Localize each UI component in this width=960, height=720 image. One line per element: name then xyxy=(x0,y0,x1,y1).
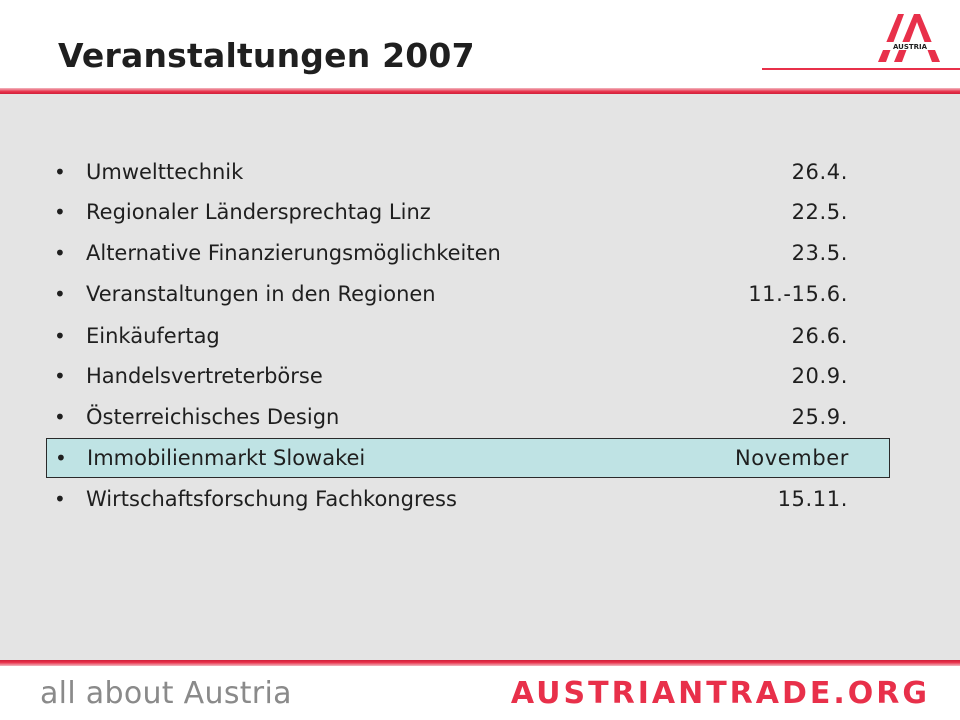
event-name: Handelsvertreterbörse xyxy=(86,364,323,388)
bullet: • xyxy=(55,446,67,470)
event-date: 11.-15.6. xyxy=(748,282,848,306)
event-name: Umwelttechnik xyxy=(86,160,244,184)
event-date: 25.9. xyxy=(791,405,848,429)
list-item: • Veranstaltungen in den Regionen 11.-15.6… xyxy=(46,275,888,313)
bullet: • xyxy=(54,324,66,348)
event-name: Immobilienmarkt Slowakei xyxy=(87,446,366,470)
footer-website: AUSTRIANTRADE.ORG xyxy=(510,676,930,711)
list-item: • Wirtschaftsforschung Fachkongress 15.11. xyxy=(46,480,888,518)
logo-text: AUSTRIA xyxy=(893,43,928,51)
top-accent-bar xyxy=(0,88,960,94)
slide-title: Veranstaltungen 2007 xyxy=(58,36,475,75)
content-panel xyxy=(0,94,960,660)
event-date: 26.4. xyxy=(791,160,848,184)
event-name: Veranstaltungen in den Regionen xyxy=(86,282,436,306)
event-date: November xyxy=(734,446,849,470)
bullet: • xyxy=(54,364,66,388)
austria-logo-icon: AUSTRIA xyxy=(878,14,940,62)
event-date: 26.6. xyxy=(791,324,848,348)
event-date: 23.5. xyxy=(791,241,848,265)
bullet: • xyxy=(54,282,66,306)
list-item: • Einkäufertag 26.6. xyxy=(46,317,888,355)
list-item: • Alternative Finanzierungsmöglichkeiten 2… xyxy=(46,234,888,272)
list-item: • Umwelttechnik 26.4. xyxy=(46,153,888,191)
list-item: • Immobilienmarkt Slowakei November xyxy=(46,438,890,478)
list-item: • Österreichisches Design 25.9. xyxy=(46,398,888,436)
event-name: Einkäufertag xyxy=(86,324,220,348)
event-name: Regionaler Ländersprechtag Linz xyxy=(86,200,431,224)
bullet: • xyxy=(54,160,66,184)
bottom-accent-bar xyxy=(0,660,960,666)
event-date: 15.11. xyxy=(777,487,848,511)
bullet: • xyxy=(54,487,66,511)
footer-slogan: all about Austria xyxy=(40,676,292,711)
bullet: • xyxy=(54,200,66,224)
event-date: 20.9. xyxy=(791,364,848,388)
list-item: • Handelsvertreterbörse 20.9. xyxy=(46,357,888,395)
bullet: • xyxy=(54,405,66,429)
event-name: Österreichisches Design xyxy=(86,405,340,429)
bullet: • xyxy=(54,241,66,265)
event-date: 22.5. xyxy=(791,200,848,224)
list-item: • Regionaler Ländersprechtag Linz 22.5. xyxy=(46,193,888,231)
event-name: Alternative Finanzierungsmöglichkeiten xyxy=(86,241,501,265)
event-name: Wirtschaftsforschung Fachkongress xyxy=(86,487,457,511)
logo-underline xyxy=(762,68,960,70)
